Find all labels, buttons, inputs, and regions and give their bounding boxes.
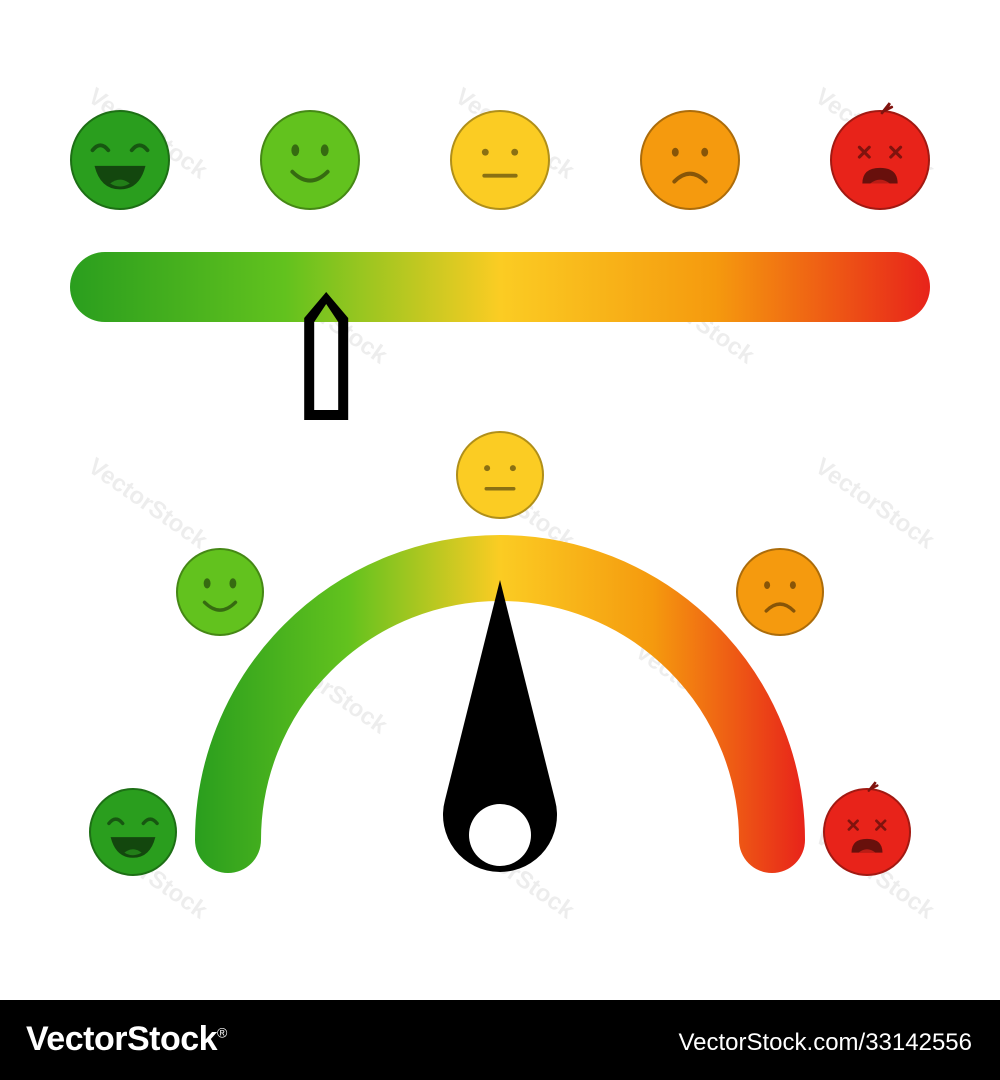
gauge-face-ring [89,431,911,876]
frowning-face-icon [640,110,740,210]
needle-shape [442,580,557,872]
linear-scale-bar [70,252,930,322]
emotion-scale-scene [70,102,930,876]
gauge-needle [442,580,557,872]
emotion-face-row [70,102,930,210]
footer-logo: VectorStock® [26,1020,227,1059]
neutral-face-icon [450,110,550,210]
needle-hub [469,804,531,866]
footer-logo-mark: ® [217,1024,227,1041]
dizzy-face-icon [823,781,911,876]
scale-pointer-icon [304,292,349,420]
dizzy-face-icon [830,102,930,210]
frowning-face-icon [736,548,824,636]
illustration: VectorStock VectorStock VectorStock Vect… [70,83,939,924]
footer-logo-text: VectorStock [26,1020,218,1058]
footer-bar: VectorStock® VectorStock.com/33142556 [0,1000,1000,1080]
neutral-face-icon [456,431,544,519]
laughing-face-icon [89,788,177,876]
smiling-face-icon [260,110,360,210]
footer-url: VectorStock.com/33142556 [678,1029,972,1056]
gauge-arc [195,535,805,873]
laughing-face-icon [70,110,170,210]
smiling-face-icon [176,548,264,636]
